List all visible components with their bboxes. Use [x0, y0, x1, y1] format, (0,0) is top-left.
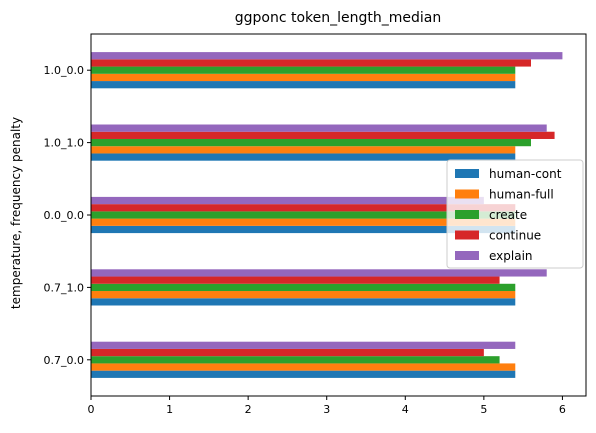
bar-human-full-0.0_0.0 [91, 218, 516, 226]
bar-explain-1.0_1.0 [91, 124, 547, 132]
legend-label-human-full: human-full [489, 188, 554, 202]
legend-swatch-explain [455, 251, 479, 260]
legend-swatch-create [455, 210, 479, 219]
x-tick-label: 1 [166, 403, 173, 416]
y-tick-label: 1.0_0.0 [44, 64, 85, 77]
bar-continue-0.0_0.0 [91, 204, 516, 212]
legend-label-continue: continue [489, 229, 541, 243]
bar-create-0.7_0.0 [91, 356, 500, 364]
bar-human-full-1.0_0.0 [91, 73, 516, 82]
legend-label-human-cont: human-cont [489, 167, 562, 181]
bar-continue-1.0_1.0 [91, 131, 555, 139]
bar-human-full-0.7_1.0 [91, 291, 516, 299]
chart-title: ggponc token_length_median [235, 10, 442, 26]
x-ticks: 0 1 2 3 4 5 6 [88, 396, 566, 416]
x-tick-label: 0 [88, 403, 95, 416]
bar-human-cont-0.0_0.0 [91, 225, 516, 234]
y-axis-label: temperature, frequency penalty [9, 117, 23, 309]
bar-create-1.0_0.0 [91, 66, 516, 74]
bar-human-full-0.7_0.0 [91, 363, 516, 371]
y-tick-label: 0.0_0.0 [44, 209, 85, 222]
legend-swatch-continue [455, 230, 479, 240]
x-tick-label: 2 [245, 403, 252, 416]
x-tick-label: 5 [480, 403, 487, 416]
bar-create-0.0_0.0 [91, 211, 516, 219]
bar-explain-0.0_0.0 [91, 196, 484, 205]
bars [91, 52, 563, 378]
bar-continue-0.7_0.0 [91, 348, 484, 357]
bar-explain-0.7_0.0 [91, 341, 516, 349]
bar-explain-1.0_0.0 [91, 52, 563, 60]
legend-label-create: create [489, 208, 527, 222]
bar-human-cont-0.7_1.0 [91, 298, 516, 306]
x-tick-label: 4 [402, 403, 409, 416]
bar-create-1.0_1.0 [91, 138, 531, 147]
y-tick-label: 0.7_1.0 [44, 281, 85, 294]
legend-label-explain: explain [489, 249, 533, 263]
x-tick-label: 3 [323, 403, 330, 416]
bar-human-cont-1.0_1.0 [91, 153, 516, 161]
x-tick-label: 6 [559, 403, 566, 416]
legend: human-cont human-full create continue explai… [446, 159, 584, 269]
y-tick-label: 0.7_0.0 [44, 354, 85, 367]
bar-human-cont-1.0_0.0 [91, 81, 516, 89]
y-tick-label: 1.0_1.0 [44, 137, 85, 150]
bar-create-0.7_1.0 [91, 283, 516, 292]
y-ticks: 0.7_0.0 0.7_1.0 0.0_0.0 1.0_1.0 1.0_0.0 [44, 64, 91, 367]
legend-box [446, 159, 584, 269]
bar-human-full-1.0_1.0 [91, 146, 516, 154]
bar-human-cont-0.7_0.0 [91, 370, 516, 378]
bar-explain-0.7_1.0 [91, 269, 547, 277]
plot-frame [90, 33, 587, 397]
legend-swatch-human-full [455, 189, 479, 199]
bar-continue-0.7_1.0 [91, 276, 500, 284]
bar-continue-1.0_0.0 [91, 59, 531, 67]
legend-swatch-human-cont [455, 169, 479, 178]
